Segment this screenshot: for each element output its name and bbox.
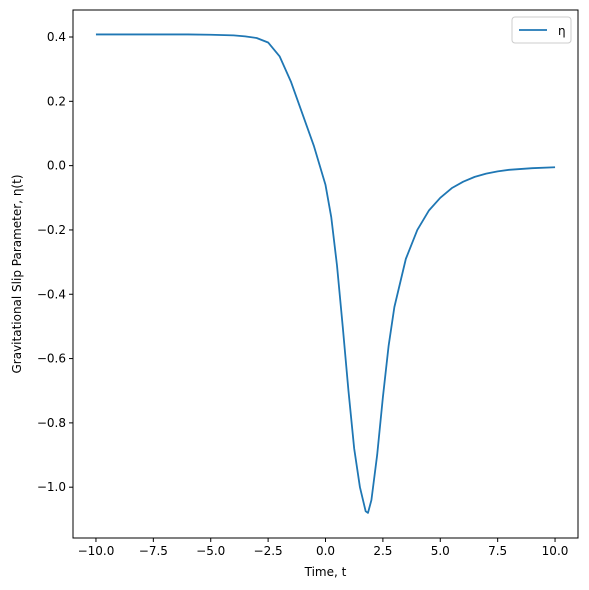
x-tick-label: −7.5 bbox=[139, 544, 168, 558]
series-line-eta bbox=[95, 33, 556, 514]
x-tick-label: 7.5 bbox=[488, 544, 507, 558]
y-axis-ticks: 0.4 0.2 0.0 −0.2 −0.4 −0.6 −0.8 −1.0 bbox=[37, 30, 73, 494]
plot-area bbox=[95, 33, 556, 514]
y-tick-label: 0.4 bbox=[47, 30, 66, 44]
x-axis-label: Time, t bbox=[304, 565, 347, 579]
x-tick-label: −2.5 bbox=[254, 544, 283, 558]
x-tick-label: 5.0 bbox=[431, 544, 450, 558]
x-tick-label: 2.5 bbox=[373, 544, 392, 558]
legend-label-eta: η bbox=[558, 24, 566, 38]
legend: η bbox=[511, 16, 572, 44]
y-tick-label: −0.2 bbox=[37, 223, 66, 237]
y-tick-label: 0.0 bbox=[47, 159, 66, 173]
x-tick-label: 10.0 bbox=[542, 544, 569, 558]
x-tick-label: −10.0 bbox=[78, 544, 115, 558]
y-tick-label: −0.8 bbox=[37, 416, 66, 430]
y-tick-label: −0.4 bbox=[37, 287, 66, 301]
x-tick-label: −5.0 bbox=[196, 544, 225, 558]
y-tick-label: −0.6 bbox=[37, 352, 66, 366]
y-tick-label: −1.0 bbox=[37, 480, 66, 494]
y-tick-label: 0.2 bbox=[47, 94, 66, 108]
x-axis-ticks: −10.0 −7.5 −5.0 −2.5 0.0 2.5 5.0 7.5 10.0 bbox=[78, 538, 569, 558]
x-tick-label: 0.0 bbox=[316, 544, 335, 558]
y-axis-label: Gravitational Slip Parameter, η(t) bbox=[10, 174, 24, 373]
